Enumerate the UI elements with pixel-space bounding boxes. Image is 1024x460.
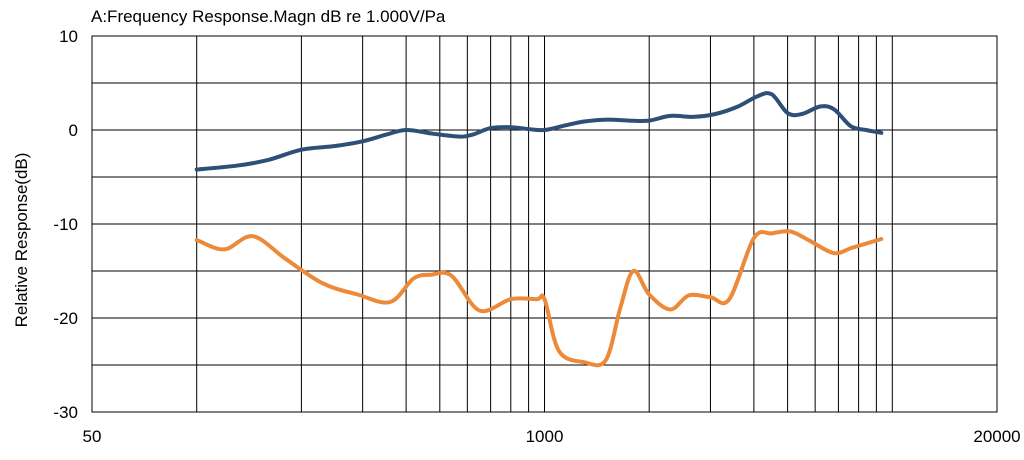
x-tick-label: 20000	[973, 427, 1020, 446]
series-line	[194, 229, 884, 368]
y-tick-label: -30	[53, 403, 78, 422]
y-axis-label: Relative Response(dB)	[12, 153, 31, 328]
series-line	[194, 91, 884, 172]
plot-frame	[91, 35, 998, 413]
plot-grid	[91, 35, 998, 413]
x-tick-label: 1000	[526, 427, 564, 446]
chart-title: A:Frequency Response.Magn dB re 1.000V/P…	[91, 7, 446, 26]
y-tick-label: 10	[59, 27, 78, 46]
axis-ticks: 10 0 -10 -20 -30 50 1000 20000	[53, 27, 1020, 446]
x-tick-label: 50	[83, 427, 102, 446]
series-layer	[194, 91, 884, 368]
y-tick-label: 0	[69, 121, 78, 140]
y-tick-label: -20	[53, 309, 78, 328]
y-tick-label: -10	[53, 215, 78, 234]
